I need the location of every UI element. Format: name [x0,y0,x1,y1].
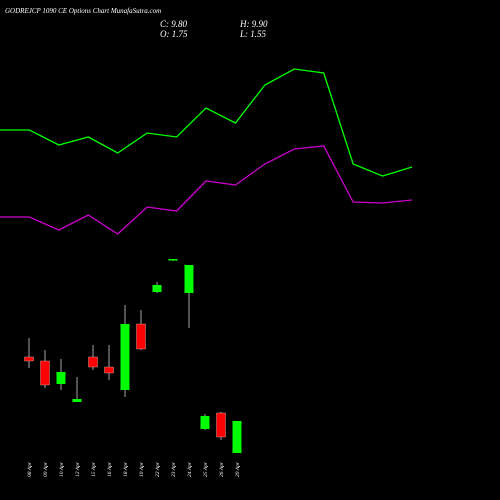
x-tick-label: 24 Apr [186,461,193,477]
x-tick-label: 18 Apr [123,461,129,477]
x-tick-label: 25 Apr [203,461,209,477]
candle-body [184,265,194,293]
candle-body [72,399,82,402]
x-tick-label: 09 Apr [43,461,49,477]
candle-body [24,356,34,362]
x-tick-label: 16 Apr [107,461,113,477]
candle-body [104,366,114,374]
indicator-line [0,68,413,177]
candle-body [136,323,146,350]
x-tick-label: 12 Apr [75,461,81,477]
candle-body [88,356,98,368]
chart-title: GODREJCP 1090 CE Options Chart MunafaSut… [5,7,161,15]
candle-body [232,421,242,453]
x-tick-label: 22 Apr [155,461,161,477]
candle-body [40,360,50,386]
candle-body [120,324,130,390]
candle-body [200,416,210,429]
candle-body [168,259,178,261]
x-tick-label: 23 Apr [171,461,177,477]
stat-high: H: 9.90 [239,19,268,29]
indicator-line [0,145,413,235]
x-tick-label: 10 Apr [59,461,65,477]
stat-low: L: 1.55 [239,29,267,39]
x-tick-label: 19 Apr [139,461,145,477]
stat-open: O: 1.75 [160,29,188,39]
candle-body [56,372,66,384]
x-tick-label: 26 Apr [219,461,225,477]
candle-body [216,412,226,438]
candle-body [152,285,162,292]
stat-close: C: 9.80 [160,19,188,29]
x-tick-label: 08 Apr [27,461,33,477]
x-tick-label: 15 Apr [91,461,97,477]
x-tick-label: 29 Apr [235,461,241,477]
